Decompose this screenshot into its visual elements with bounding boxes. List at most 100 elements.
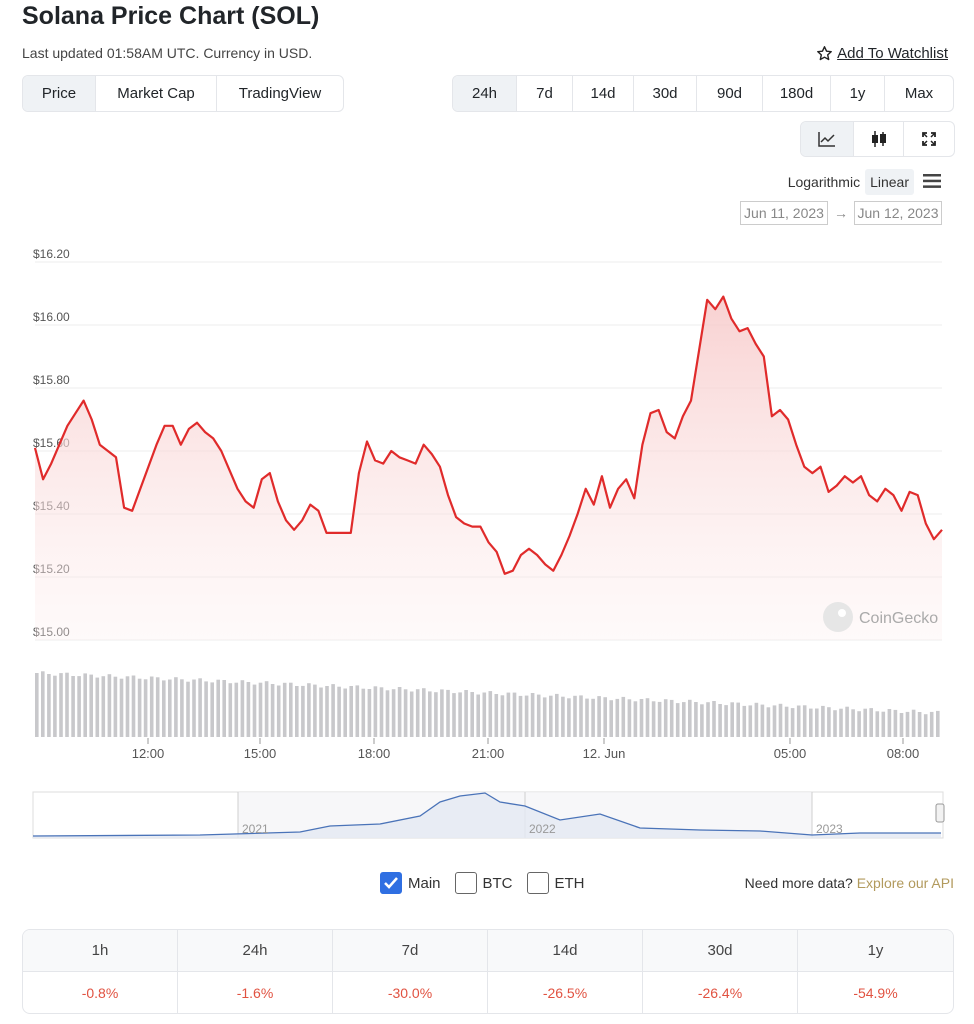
fullscreen-button[interactable]: [904, 122, 954, 156]
range-14d[interactable]: 14d: [573, 76, 634, 111]
volume-bar: [718, 704, 722, 737]
perf-header: 7d: [333, 930, 488, 972]
date-from-input[interactable]: Jun 11, 2023: [740, 201, 828, 225]
volume-bar: [258, 682, 263, 737]
add-to-watchlist-link[interactable]: Add To Watchlist: [816, 45, 948, 62]
btc-checkbox[interactable]: [454, 872, 477, 894]
volume-bar: [440, 689, 444, 737]
explore-api-link[interactable]: Explore our API: [856, 875, 954, 891]
main-series-toggle[interactable]: Main: [380, 872, 441, 894]
volume-bar: [137, 678, 142, 737]
x-axis-labels: 12:00 15:00 18:00 21:00 12. Jun 05:00 08:00: [132, 738, 919, 761]
navigator-handle[interactable]: [935, 803, 945, 823]
volume-bar: [748, 705, 753, 737]
volume-bar: [766, 707, 771, 737]
perf-value: -26.5%: [488, 972, 643, 1013]
watermark-text: CoinGecko: [859, 610, 938, 627]
volume-bar: [712, 701, 716, 737]
volume-bar: [700, 704, 704, 737]
line-chart-button[interactable]: [801, 122, 854, 156]
volume-bar: [905, 711, 910, 737]
volume-bar: [772, 705, 777, 737]
volume-bar: [821, 705, 825, 737]
volume-bar: [295, 686, 299, 737]
checkmark-icon: [384, 877, 398, 889]
volume-bar: [65, 672, 69, 737]
price-line: [33, 295, 943, 575]
volume-bar: [857, 711, 861, 737]
volume-bar: [863, 708, 867, 737]
btc-label: BTC: [482, 874, 513, 892]
tab-price[interactable]: Price: [23, 76, 96, 111]
volume-bar: [422, 688, 426, 737]
range-1y[interactable]: 1y: [831, 76, 885, 111]
date-range: Jun 11, 2023 → Jun 12, 2023: [740, 201, 942, 225]
volume-bar: [923, 714, 928, 737]
volume-bar: [688, 699, 692, 737]
eth-series-toggle[interactable]: ETH: [526, 872, 585, 894]
volume-bar: [936, 710, 940, 737]
volume-bar: [53, 675, 57, 737]
volume-bar: [500, 695, 505, 737]
volume-bars: [35, 671, 940, 737]
volume-bar: [784, 706, 789, 737]
volume-bar: [669, 699, 674, 737]
volume-bar: [917, 712, 922, 737]
btc-series-toggle[interactable]: BTC: [454, 872, 513, 894]
volume-bar: [530, 693, 535, 737]
volume-bar: [210, 682, 214, 737]
volume-bar: [573, 695, 577, 737]
volume-bar: [41, 671, 45, 737]
coingecko-watermark: CoinGecko: [823, 602, 938, 632]
volume-bar: [645, 698, 650, 737]
date-to-input[interactable]: Jun 12, 2023: [854, 201, 942, 225]
range-180d[interactable]: 180d: [763, 76, 831, 111]
range-24h[interactable]: 24h: [453, 76, 517, 111]
chart-menu-button[interactable]: [922, 173, 942, 192]
volume-bar: [216, 679, 220, 737]
volume-bar: [101, 676, 106, 737]
volume-bar: [415, 689, 420, 737]
range-max[interactable]: Max: [904, 85, 934, 102]
candlestick-button[interactable]: [854, 122, 904, 156]
eth-checkbox[interactable]: [526, 872, 549, 894]
volume-bar: [893, 709, 898, 737]
main-checkbox[interactable]: [380, 872, 402, 894]
volume-bar: [125, 676, 130, 737]
volume-bar: [361, 688, 366, 737]
volume-bar: [597, 696, 601, 737]
volume-bar: [204, 681, 208, 737]
fullscreen-icon: [922, 132, 936, 146]
volume-bar: [379, 687, 384, 737]
range-90d[interactable]: 90d: [697, 76, 763, 111]
volume-bar: [131, 675, 136, 737]
volume-bar: [162, 680, 166, 737]
perf-value: -30.0%: [333, 972, 488, 1013]
range-30d[interactable]: 30d: [634, 76, 697, 111]
tab-tradingview[interactable]: TradingView: [238, 85, 322, 102]
volume-bar: [536, 694, 541, 737]
volume-bar: [633, 701, 638, 737]
scale-logarithmic[interactable]: Logarithmic: [787, 174, 861, 190]
price-chart[interactable]: $16.20$16.00$15.80$15.60$15.40$15.20$15.…: [0, 230, 974, 850]
main-label: Main: [408, 874, 441, 892]
volume-bar: [651, 701, 656, 737]
volume-bar: [542, 697, 547, 737]
volume-bar: [887, 709, 892, 737]
range-7d[interactable]: 7d: [517, 76, 573, 111]
volume-bar: [845, 706, 849, 737]
volume-bar: [192, 679, 196, 737]
volume-bar: [621, 696, 626, 737]
tab-market-cap[interactable]: Market Cap: [96, 76, 217, 111]
scale-linear[interactable]: Linear: [865, 169, 914, 195]
nav-year-2022: 2022: [529, 822, 556, 836]
volume-bar: [282, 682, 287, 737]
volume-bar: [89, 674, 93, 737]
volume-bar: [911, 709, 916, 737]
x-tick-label: 12. Jun: [583, 746, 626, 761]
volume-bar: [168, 679, 172, 737]
navigator[interactable]: 2021 2022 2023: [32, 791, 945, 839]
volume-bar: [47, 674, 51, 737]
volume-bar: [228, 683, 233, 737]
x-tick-label: 15:00: [244, 746, 277, 761]
